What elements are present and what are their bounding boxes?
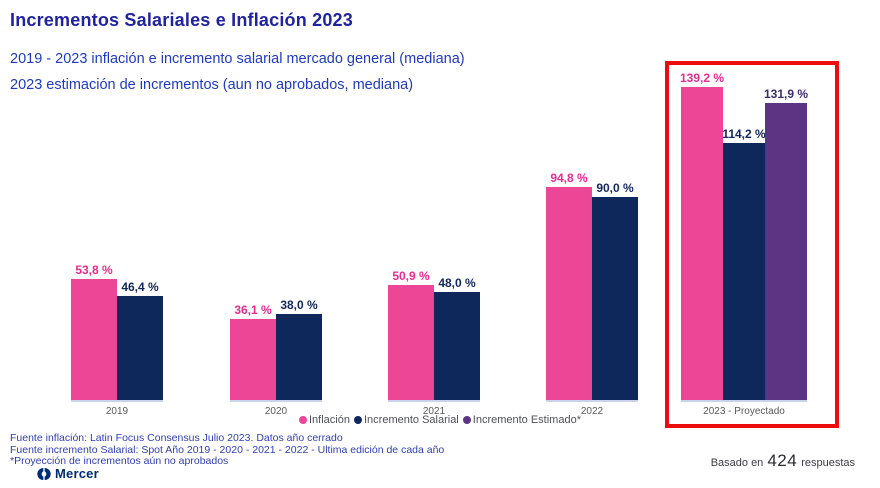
bar-value-label: 38,0 % [280, 298, 318, 312]
bar-value-label: 48,0 % [438, 276, 476, 290]
bar-cell: 131,9 % [763, 87, 809, 400]
bar-value-label: 36,1 % [234, 303, 272, 317]
bar-value-label: 94,8 % [550, 171, 588, 185]
bar [71, 279, 117, 400]
legend-label: Incremento Salarial [363, 414, 459, 426]
bar-value-label: 90,0 % [596, 181, 634, 195]
bar-cell: 38,0 % [276, 299, 322, 400]
bar-cell: 94,8 % [546, 172, 592, 400]
legend-item: Inflación [299, 414, 350, 426]
mercer-logo-text: Mercer [55, 466, 99, 481]
bar-cell: 36,1 % [230, 304, 276, 400]
bar [117, 296, 163, 400]
x-axis-label: 2021 [422, 406, 446, 417]
bar [723, 143, 765, 400]
bar-value-label: 139,2 % [679, 71, 725, 85]
source-note-projection: *Proyección de incrementos aún no aproba… [10, 455, 229, 467]
bar-group-2022: 94,8 % 90,0 % 2022 [546, 172, 638, 417]
bar-cell: 139,2 % [679, 71, 725, 400]
chart-legend: Inflación Incremento Salarial Incremento E… [0, 414, 880, 426]
bar-cell: 114,2 % [722, 127, 766, 400]
bar-value-label: 46,4 % [121, 280, 159, 294]
x-axis-label: 2022 [580, 406, 604, 417]
legend-dot-icon [299, 416, 307, 424]
legend-item: Incremento Estimado* [462, 414, 581, 426]
mercer-logo-icon [36, 467, 52, 481]
legend-item: Incremento Salarial [353, 414, 459, 426]
sample-size-suffix: respuestas [801, 457, 855, 469]
page-title: Incrementos Salariales e Inflación 2023 [10, 10, 353, 30]
legend-label: Inflación [309, 414, 350, 426]
source-note-inflation: Fuente inflación: Latin Focus Consensus … [10, 432, 343, 444]
chart-subtitle-2: 2023 estimación de incrementos (aun no a… [10, 77, 414, 93]
sample-size-count: 424 [767, 451, 798, 470]
legend-dot-icon [353, 416, 362, 424]
bar-value-label: 131,9 % [763, 87, 809, 101]
bar [388, 285, 434, 400]
bar [546, 187, 592, 400]
legend-dot-icon [462, 416, 471, 424]
bar-group-2020: 36,1 % 38,0 % 2020 [230, 299, 322, 417]
bar-cell: 50,9 % [388, 270, 434, 400]
source-note-salary: Fuente incremento Salarial: Spot Año 201… [10, 443, 445, 456]
bar-cell: 48,0 % [434, 277, 480, 400]
x-axis-label: 2020 [264, 406, 288, 417]
chart-subtitle-1: 2019 - 2023 inflación e incremento salar… [10, 51, 465, 67]
x-axis-label: 2023 - Proyectado [703, 406, 785, 417]
bar [434, 292, 480, 400]
bar [276, 314, 322, 400]
bar [681, 87, 723, 400]
highlight-box-2023 [665, 61, 839, 428]
legend-label: Incremento Estimado* [472, 414, 581, 426]
bar-cell: 90,0 % [592, 182, 638, 400]
sample-size-note: Basado en 424 respuestas [711, 451, 855, 471]
bar-value-label: 114,2 % [722, 127, 766, 141]
bar-group-2023: 139,2 % 114,2 % 131,9 % 2023 - Proyectado [679, 71, 809, 417]
bar [765, 103, 807, 400]
bar-group-2021: 50,9 % 48,0 % 2021 [388, 270, 480, 417]
x-axis-label: 2019 [105, 406, 129, 417]
mercer-logo: Mercer [36, 466, 99, 481]
bar-value-label: 53,8 % [75, 263, 113, 277]
source-notes: Fuente inflación: Latin Focus Consensus … [10, 432, 445, 468]
bar-cell: 53,8 % [71, 264, 117, 400]
bar-group-2019: 53,8 % 46,4 % 2019 [71, 264, 163, 417]
bar-value-label: 50,9 % [392, 269, 430, 283]
bar-cell: 46,4 % [117, 281, 163, 400]
bar [230, 319, 276, 400]
bar [592, 197, 638, 400]
sample-size-prefix: Basado en [710, 457, 764, 469]
